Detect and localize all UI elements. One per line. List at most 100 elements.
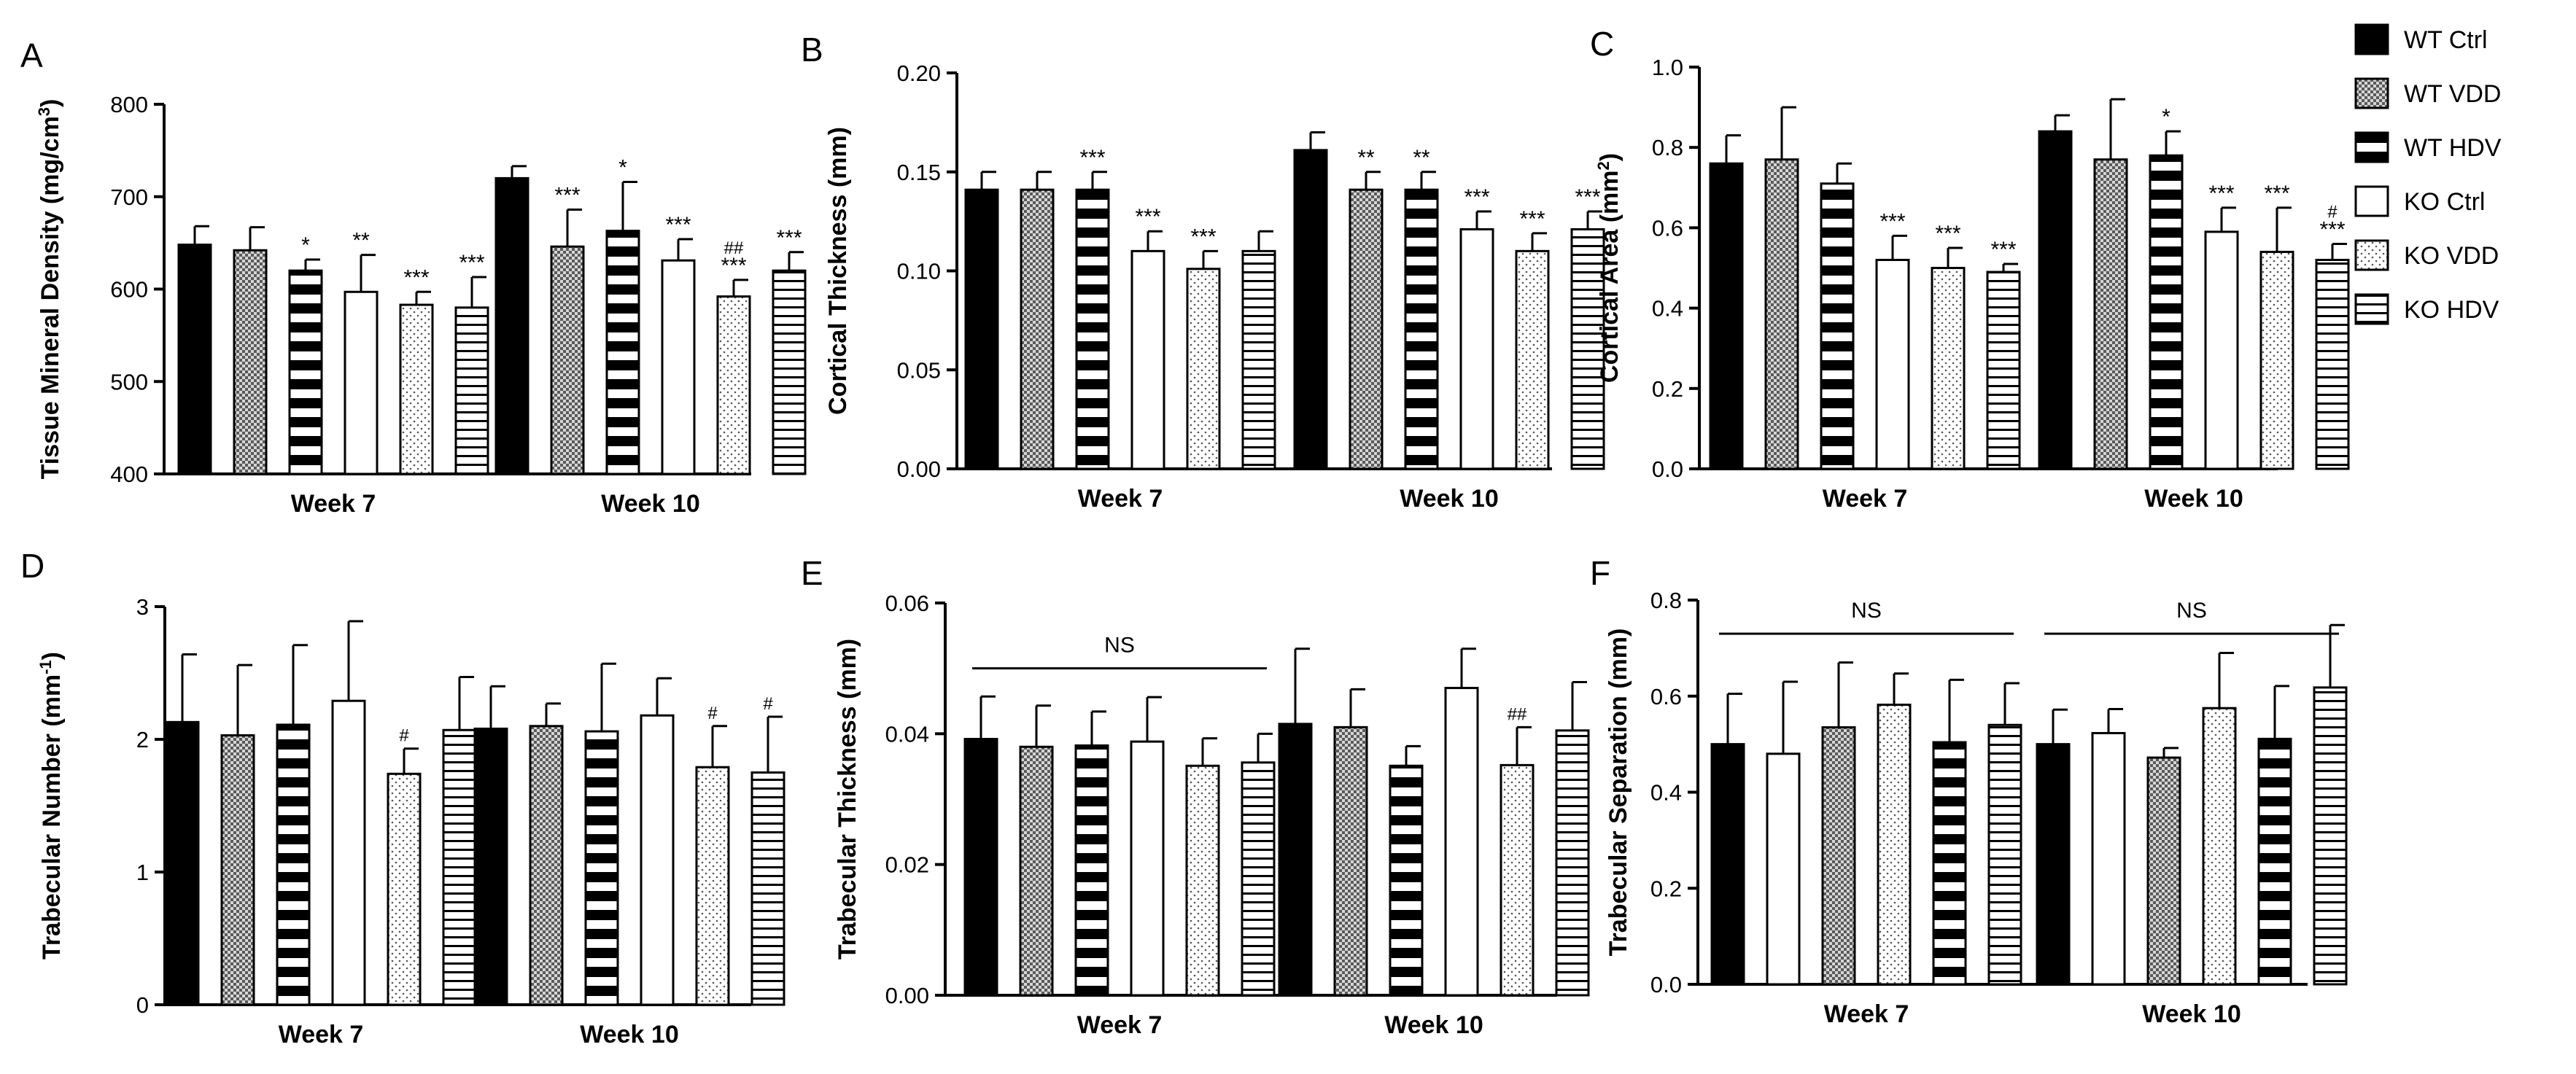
significance-label: *** — [1519, 207, 1545, 231]
bar — [1074, 744, 1109, 997]
significance-label: # — [707, 704, 718, 723]
bar — [2259, 250, 2294, 470]
x-tick-label: Week 7 — [1824, 1000, 1909, 1028]
bar — [550, 245, 585, 475]
legend-entry: KO HDV — [2354, 293, 2499, 325]
bar — [964, 188, 999, 470]
y-axis-label-main: Trabecular Separation (mm) — [1605, 629, 1632, 957]
bar — [442, 728, 477, 1006]
bar — [1349, 188, 1384, 470]
y-tick-label: 800 — [110, 92, 148, 117]
bar — [473, 727, 508, 1006]
y-axis-label-sup: -1 — [36, 660, 55, 674]
bar — [331, 699, 366, 1006]
chart-panels: A 400 500 600 700 800 Tissue Mineral Density (… — [20, 25, 2350, 1048]
bar — [1019, 745, 1054, 997]
bar — [2315, 258, 2350, 470]
bar — [494, 176, 529, 475]
y-axis-label: Trabecular Separation (mm) — [1605, 629, 1632, 957]
y-tick-label: 400 — [110, 462, 148, 487]
significance-label: *** — [1935, 222, 1960, 246]
significance-label: ## — [1508, 704, 1527, 724]
legend-swatch-ko-vdd — [2354, 239, 2389, 271]
legend-label: KO VDD — [2404, 242, 2499, 270]
significance-label: # — [2327, 202, 2338, 222]
bar — [2036, 743, 2071, 986]
x-tick-label: Week 10 — [580, 1021, 678, 1048]
significance-label: ## — [724, 238, 744, 258]
significance-label: ** — [1357, 146, 1375, 170]
bar — [1333, 725, 1368, 997]
y-axis-label-main: Trabecular Number (mm — [38, 674, 66, 960]
legend: WT Ctrl WT VDD WT HDV KO Ctrl KO VDD KO … — [2354, 23, 2502, 325]
chart-panel-e: E 0.00 0.02 0.04 0.06 Trabecular Thickness (m… — [801, 554, 1590, 1039]
significance-label: *** — [1990, 238, 2016, 262]
bar — [1709, 162, 1744, 470]
y-axis-label: Tissue Mineral Density (mg/cm3) — [35, 99, 64, 480]
y-tick-label: 0.4 — [1652, 296, 1683, 322]
bar — [605, 230, 640, 475]
x-tick-label: Week 10 — [2142, 1000, 2241, 1028]
legend-entry: WT VDD — [2354, 77, 2501, 109]
y-tick-label: 0.4 — [1650, 780, 1682, 806]
x-tick-label: Week 7 — [1823, 485, 1908, 513]
bar — [1987, 723, 2022, 986]
y-axis-label-main: Trabecular Thickness (mm) — [834, 639, 861, 960]
legend-swatch-wt-vdd — [2354, 77, 2389, 109]
bar — [1459, 227, 1494, 470]
x-tick-label: Week 7 — [1078, 485, 1163, 513]
y-tick-label: 2 — [136, 727, 149, 752]
y-tick-label: 3 — [136, 594, 149, 620]
bar — [963, 738, 998, 997]
significance-label: *** — [459, 251, 484, 275]
y-axis-label-suffix: ) — [36, 99, 64, 107]
bar — [1710, 743, 1745, 986]
y-tick-label: 0.00 — [897, 456, 941, 482]
significance-label: *** — [2208, 182, 2234, 206]
legend-label: WT Ctrl — [2404, 26, 2488, 54]
bar — [2038, 130, 2073, 470]
y-tick-label: 0.10 — [897, 259, 941, 284]
y-tick-label: 0.8 — [1650, 588, 1682, 613]
y-tick-label: 0.0 — [1652, 456, 1683, 482]
bar — [387, 772, 422, 1006]
y-tick-label: 1.0 — [1652, 55, 1683, 80]
panel-label: B — [801, 31, 823, 69]
bar — [1020, 188, 1055, 470]
bar — [750, 771, 785, 1006]
bar — [640, 714, 675, 1006]
y-axis-label-suffix: ) — [38, 652, 66, 660]
significance-label: *** — [721, 254, 746, 278]
bar — [399, 303, 434, 475]
bar — [716, 295, 751, 475]
y-tick-label: 0.04 — [885, 721, 929, 747]
chart-panel-b: B 0.00 0.05 0.10 0.15 0.20 Cortical Thickness … — [801, 31, 1605, 513]
bar — [695, 766, 730, 1006]
y-axis-label: Cortical Area (mm2) — [1594, 153, 1623, 383]
bar — [233, 249, 268, 475]
bar — [2202, 707, 2237, 986]
significance-label: *** — [554, 183, 580, 207]
y-tick-label: 1 — [136, 860, 149, 885]
x-tick-label: Week 10 — [1384, 1011, 1483, 1039]
y-tick-label: 0.06 — [885, 591, 929, 616]
bar — [1278, 723, 1313, 997]
x-tick-label: Week 7 — [291, 490, 376, 518]
significance-label: *** — [776, 226, 802, 250]
bar — [1389, 764, 1424, 997]
significance-label: # — [763, 694, 773, 714]
y-axis-label-suffix: ) — [1596, 153, 1623, 161]
panel-label: D — [20, 547, 44, 585]
bar — [288, 269, 323, 475]
y-axis-label: Trabecular Thickness (mm) — [834, 639, 861, 960]
bar — [454, 306, 489, 475]
bar — [1932, 741, 1967, 986]
significance-label: *** — [1575, 185, 1600, 209]
bar — [2091, 731, 2126, 986]
y-tick-label: 0.6 — [1650, 684, 1682, 709]
y-axis-label-main: Cortical Thickness (mm) — [824, 127, 852, 415]
bar — [2257, 737, 2292, 986]
bar — [177, 244, 212, 475]
y-axis-label: Cortical Thickness (mm) — [824, 127, 852, 415]
